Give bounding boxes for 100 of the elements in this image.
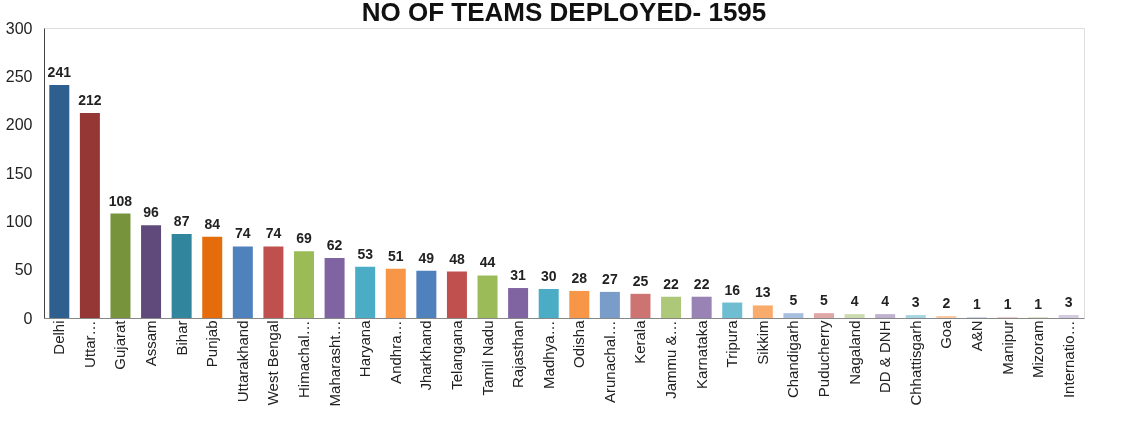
bar xyxy=(232,246,253,318)
bar xyxy=(355,266,376,318)
bar xyxy=(324,258,345,318)
data-label: 5 xyxy=(820,292,829,309)
data-label: 25 xyxy=(632,272,649,289)
bar xyxy=(171,233,192,318)
data-label: 1 xyxy=(1034,296,1043,313)
bar xyxy=(722,302,743,318)
data-label: 108 xyxy=(108,192,133,209)
x-tick-label: Nagaland xyxy=(845,320,863,385)
bar xyxy=(814,313,834,318)
bar xyxy=(202,236,223,318)
bar xyxy=(446,271,467,318)
chart-title: NO OF TEAMS DEPLOYED- 1595 xyxy=(361,0,767,27)
x-tick-label: DD & DNH xyxy=(876,320,894,394)
data-label: 69 xyxy=(296,230,312,247)
bar xyxy=(416,270,437,318)
data-label: 212 xyxy=(78,92,102,109)
data-label: 48 xyxy=(449,250,465,267)
data-label: 44 xyxy=(479,254,496,271)
data-label: 3 xyxy=(1064,294,1073,311)
data-label: 241 xyxy=(47,64,72,81)
x-tick-label: Bihar xyxy=(172,320,190,356)
x-tick-label: Himachal… xyxy=(295,320,312,399)
x-tick-label: Chandigarh xyxy=(784,320,802,399)
data-label: 22 xyxy=(693,275,710,292)
x-tick-label: Uttarakhand xyxy=(233,320,251,403)
data-label: 13 xyxy=(755,284,771,301)
bar xyxy=(1058,315,1079,318)
data-label: 1 xyxy=(973,296,982,313)
y-tick-label: 150 xyxy=(5,164,33,182)
data-label: 31 xyxy=(510,267,527,284)
data-label: 74 xyxy=(265,225,282,242)
x-tick-label: Arunachal… xyxy=(600,320,618,404)
bar xyxy=(752,305,773,318)
data-label: 84 xyxy=(204,215,221,232)
bar xyxy=(905,315,926,318)
x-tick-label: Maharasht… xyxy=(325,320,343,407)
x-tick-label: Delhi xyxy=(50,320,68,355)
bar xyxy=(385,268,406,318)
x-tick-label: Tamil Nadu xyxy=(478,320,496,396)
data-label: 53 xyxy=(357,245,374,262)
bar xyxy=(477,275,498,318)
bar xyxy=(569,290,590,318)
bar xyxy=(141,225,162,318)
data-label: 4 xyxy=(850,293,859,310)
data-label: 30 xyxy=(540,268,557,284)
bar xyxy=(79,113,100,318)
x-tick-label: Andhra… xyxy=(386,320,404,384)
data-label: 3 xyxy=(911,294,920,311)
x-tick-label: Karnataka xyxy=(692,319,710,389)
data-label: 87 xyxy=(173,212,190,229)
data-label: 62 xyxy=(326,237,343,254)
y-tick-label: 100 xyxy=(5,212,33,230)
x-tick-label: Mizoram xyxy=(1029,320,1047,379)
x-tick-label: Sikkim xyxy=(753,320,771,365)
x-tick-label: Madhya… xyxy=(539,320,557,389)
data-label: 74 xyxy=(235,225,251,242)
bar xyxy=(110,213,131,318)
bar xyxy=(630,293,651,318)
bar xyxy=(49,85,70,318)
x-tick-label: Haryana xyxy=(356,319,374,378)
x-tick-label: Goa xyxy=(937,319,955,349)
bar xyxy=(691,296,712,318)
x-tick-label: Jharkhand xyxy=(417,320,435,391)
data-label: 4 xyxy=(881,293,890,310)
x-tick-label: West Bengal xyxy=(264,320,282,406)
y-tick-label: 300 xyxy=(5,19,33,37)
data-label: 22 xyxy=(663,275,680,292)
x-tick-label: Assam xyxy=(142,320,160,367)
data-label: 49 xyxy=(418,249,435,266)
x-tick-label: Tripura xyxy=(723,319,741,368)
data-label: 1 xyxy=(1003,296,1012,313)
x-tick-label: Odisha xyxy=(570,319,588,369)
bar xyxy=(508,288,529,318)
x-tick-label: Jammu &… xyxy=(662,320,680,399)
x-tick-label: Kerala xyxy=(631,319,649,364)
bar xyxy=(263,246,284,318)
data-label: 27 xyxy=(602,270,618,287)
bar xyxy=(661,296,682,318)
x-tick-label: Manipur xyxy=(998,320,1016,375)
y-tick-label: 50 xyxy=(14,261,33,279)
x-tick-label: Telangana xyxy=(447,319,465,390)
x-tick-label: Gujarat xyxy=(111,319,129,370)
x-tick-label: Puducherry xyxy=(815,320,832,398)
bar xyxy=(783,313,804,318)
bar xyxy=(294,251,314,318)
bar xyxy=(538,289,559,318)
x-tick-label: Rajasthan xyxy=(509,320,527,389)
data-label: 28 xyxy=(571,269,588,286)
x-tick-label: A&N xyxy=(967,320,985,352)
data-label: 5 xyxy=(789,292,798,309)
y-tick-label: 0 xyxy=(23,309,33,327)
data-label: 2 xyxy=(942,295,951,312)
bar xyxy=(844,314,865,318)
x-tick-label: Internatio… xyxy=(1059,320,1077,399)
y-tick-label: 250 xyxy=(5,67,33,85)
data-label: 16 xyxy=(724,281,741,298)
x-tick-label: Chhattisgarh xyxy=(906,320,924,406)
data-label: 51 xyxy=(387,247,404,264)
